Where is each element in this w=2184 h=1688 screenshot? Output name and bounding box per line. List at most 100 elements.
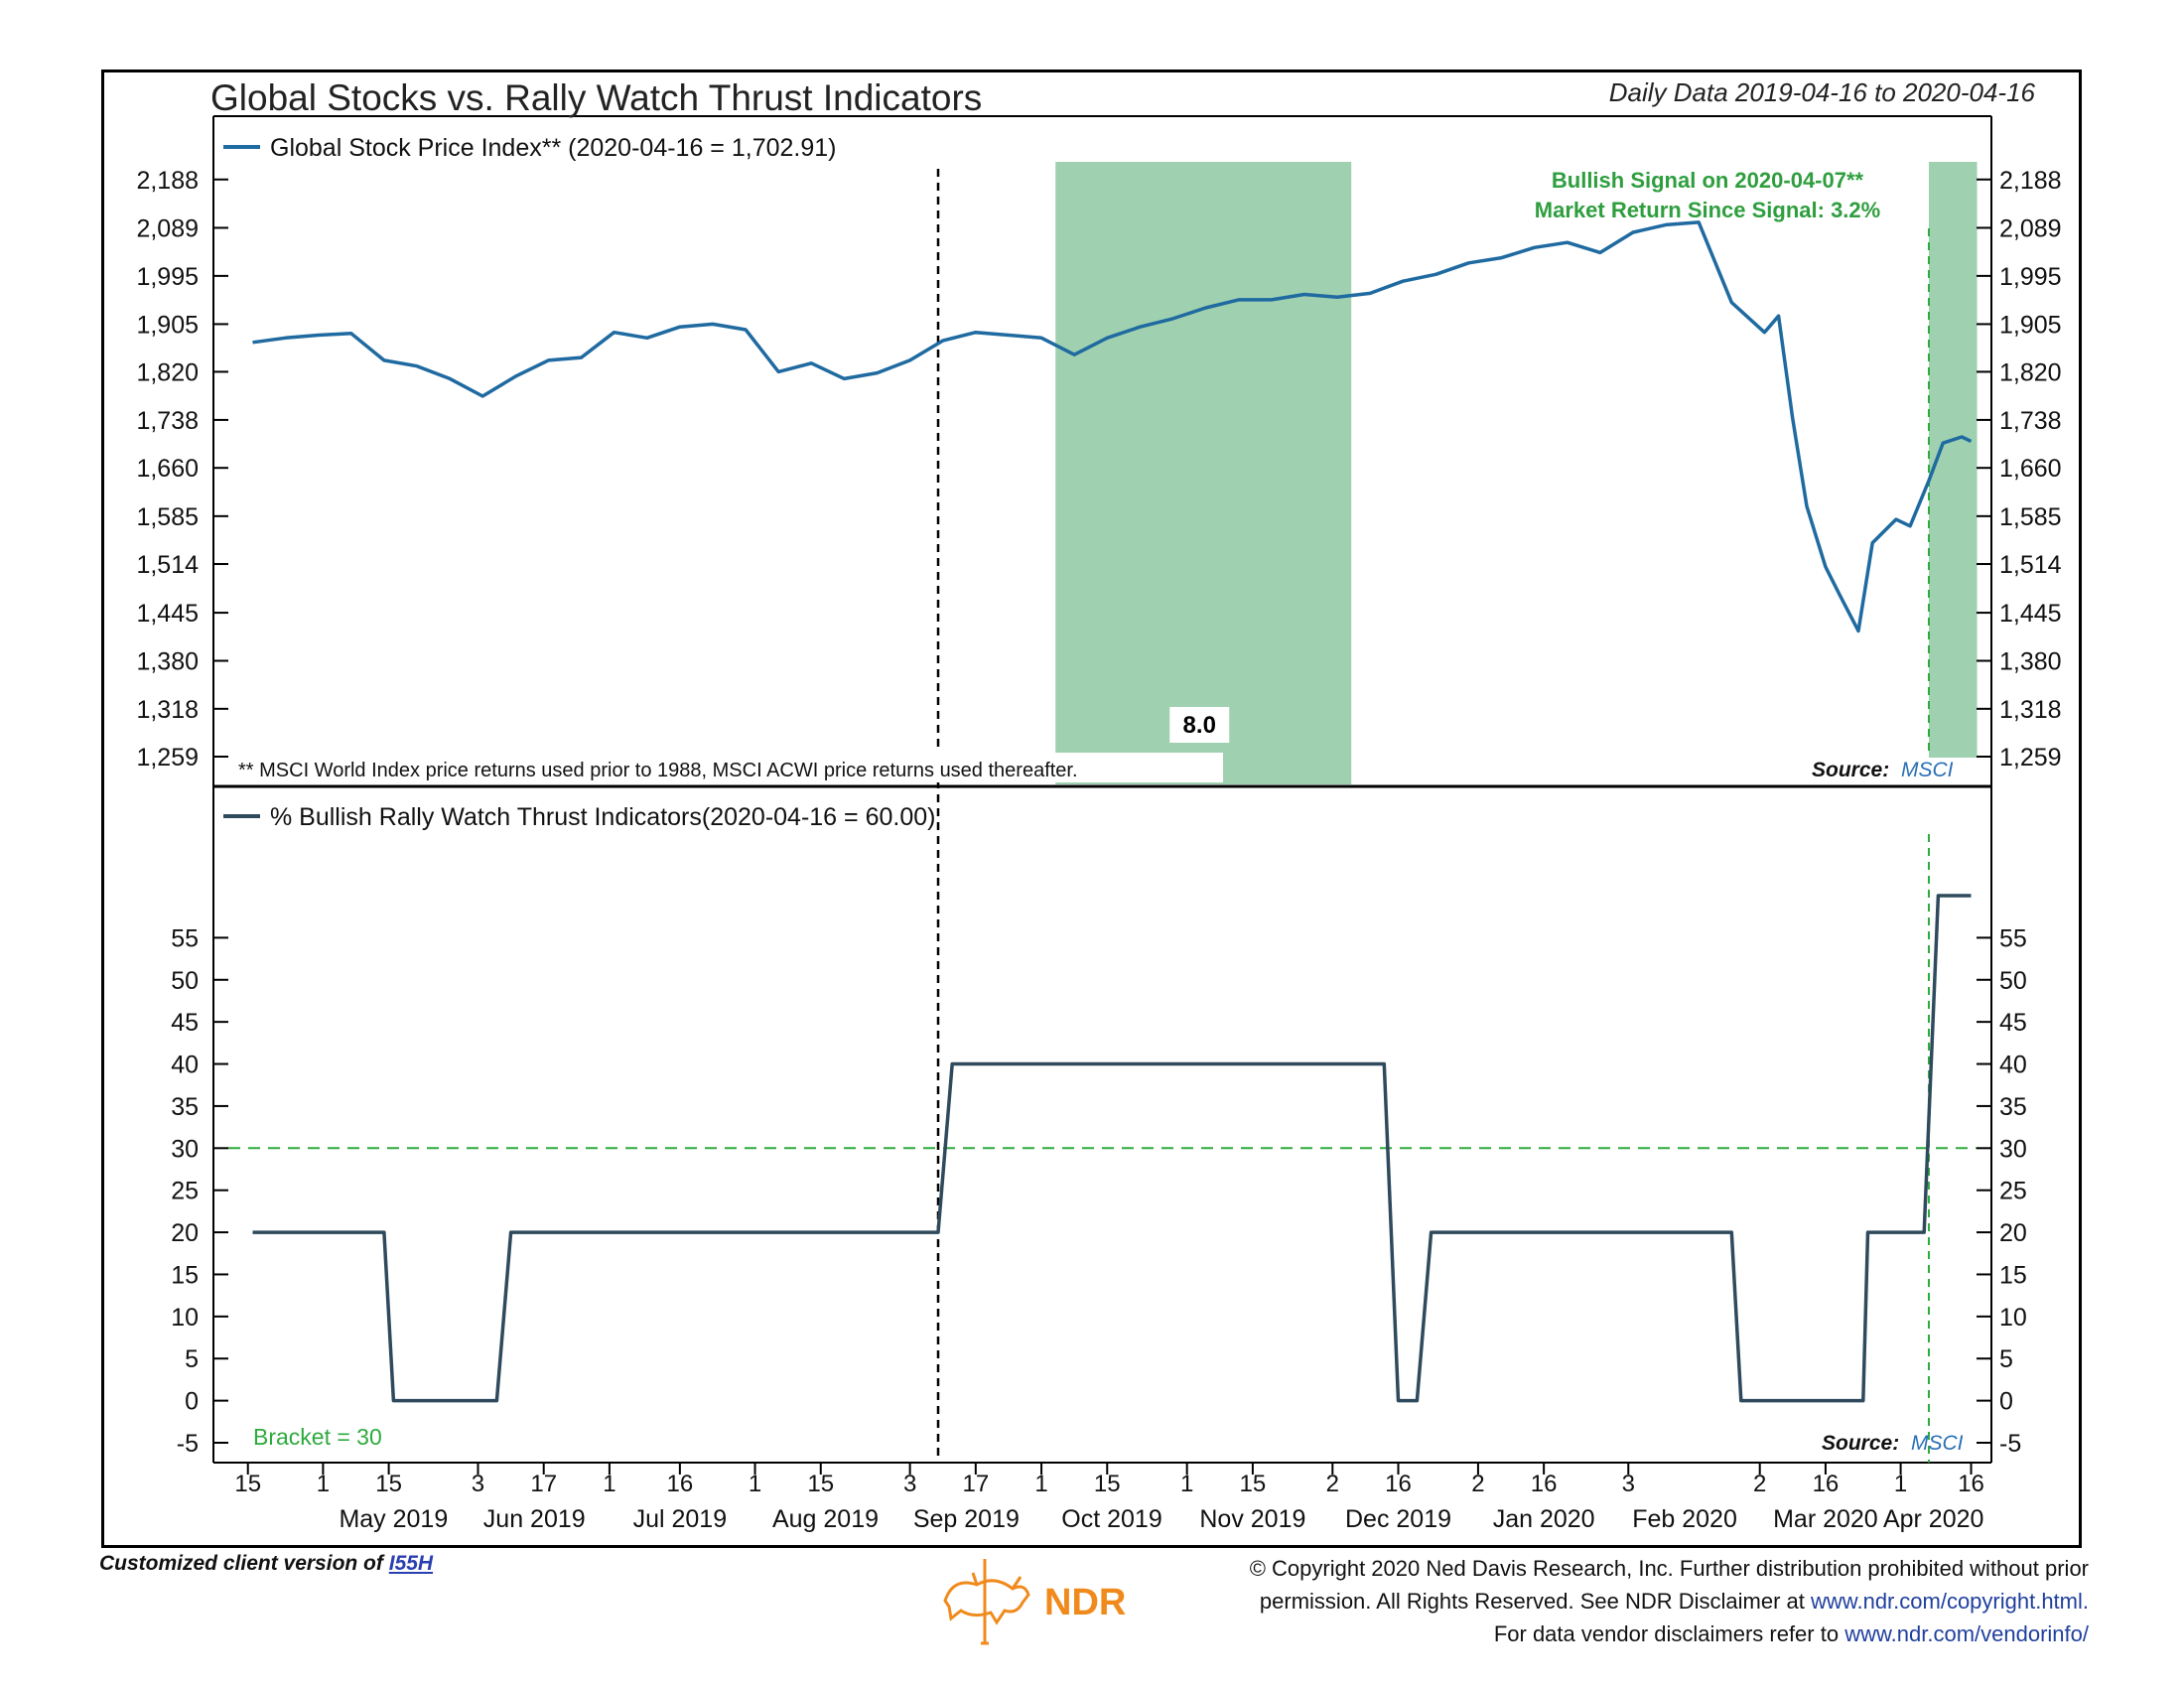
copyright-line-2-text: permission. All Rights Reserved. See NDR… bbox=[1259, 1589, 1805, 1614]
top-y-tick-label-left: 1,514 bbox=[136, 551, 199, 579]
x-month-label: Jan 2020 bbox=[1493, 1505, 1595, 1533]
bracket-label: Bracket = 30 bbox=[253, 1424, 382, 1450]
x-day-label: 15 bbox=[1094, 1471, 1121, 1497]
x-day-label: 15 bbox=[234, 1471, 261, 1497]
top-source-name: MSCI bbox=[1901, 759, 1954, 781]
bottom-source-label: Source: bbox=[1822, 1432, 1899, 1455]
shaded-period-label-box bbox=[1169, 707, 1230, 743]
x-month-label: Feb 2020 bbox=[1632, 1505, 1737, 1533]
copyright-line-3-text: For data vendor disclaimers refer to bbox=[1493, 1621, 1840, 1646]
x-month-label: Jul 2019 bbox=[633, 1505, 728, 1533]
top-y-tick-label-right: 1,660 bbox=[1999, 455, 2062, 483]
vendor-info-link[interactable]: www.ndr.com/vendorinfo/ bbox=[1844, 1621, 2089, 1646]
x-day-label: 2 bbox=[1326, 1471, 1339, 1497]
top-y-tick-label-right: 1,514 bbox=[1999, 551, 2062, 579]
bottom-y-tick-label-left: 10 bbox=[171, 1304, 199, 1332]
x-day-label: 3 bbox=[903, 1471, 916, 1497]
top-y-tick-label-left: 1,318 bbox=[136, 696, 199, 724]
bottom-y-tick-label-left: 50 bbox=[171, 967, 199, 995]
bottom-y-tick-label-left: 15 bbox=[171, 1261, 199, 1289]
top-y-tick-label-left: 1,585 bbox=[136, 503, 199, 531]
indicator-line bbox=[252, 894, 1972, 1403]
top-y-tick-label-left: 2,089 bbox=[136, 214, 199, 242]
client-prefix: Customized client version of bbox=[99, 1552, 383, 1575]
x-day-label: 16 bbox=[1813, 1471, 1840, 1497]
bottom-y-tick-label-left: 5 bbox=[185, 1345, 199, 1373]
x-day-label: 1 bbox=[1180, 1471, 1193, 1497]
top-y-tick-label-right: 1,318 bbox=[1999, 696, 2062, 724]
x-day-label: 16 bbox=[1958, 1471, 1984, 1497]
copyright-line-2: permission. All Rights Reserved. See NDR… bbox=[1136, 1585, 2089, 1618]
bottom-y-tick-label-right: 25 bbox=[1999, 1178, 2027, 1205]
top-y-tick-label-left: 1,995 bbox=[136, 263, 199, 291]
top-y-tick-label-right: 2,089 bbox=[1999, 214, 2062, 242]
copyright-line-1: © Copyright 2020 Ned Davis Research, Inc… bbox=[1249, 1556, 2089, 1581]
bottom-y-tick-label-right: 20 bbox=[1999, 1219, 2027, 1247]
x-day-label: 1 bbox=[1894, 1471, 1907, 1497]
top-y-tick-label-left: 1,445 bbox=[136, 600, 199, 628]
bottom-y-tick-label-left: -5 bbox=[177, 1430, 199, 1458]
bottom-y-tick-label-left: 0 bbox=[185, 1388, 199, 1416]
x-month-label: Dec 2019 bbox=[1345, 1505, 1451, 1533]
x-month-label: Apr 2020 bbox=[1883, 1505, 1983, 1533]
bottom-y-tick-label-right: -5 bbox=[1999, 1430, 2021, 1458]
x-day-label: 1 bbox=[1034, 1471, 1047, 1497]
top-y-tick-label-left: 1,905 bbox=[136, 311, 199, 339]
copyright-link[interactable]: www.ndr.com/copyright.html. bbox=[1811, 1589, 2089, 1614]
bottom-source-name: MSCI bbox=[1911, 1432, 1964, 1455]
x-month-label: May 2019 bbox=[339, 1505, 448, 1533]
x-month-label: Mar 2020 bbox=[1773, 1505, 1878, 1533]
bottom-y-tick-label-right: 40 bbox=[1999, 1052, 2027, 1079]
footnote-text: ** MSCI World Index price returns used p… bbox=[238, 760, 1078, 781]
bottom-y-tick-label-left: 45 bbox=[171, 1009, 199, 1037]
bottom-y-tick-label-right: 55 bbox=[1999, 924, 2027, 952]
signal-annotation-line-2: Market Return Since Signal: 3.2% bbox=[1535, 198, 1880, 222]
x-month-label: Nov 2019 bbox=[1199, 1505, 1305, 1533]
top-y-tick-label-left: 1,738 bbox=[136, 407, 199, 435]
top-y-tick-label-left: 1,660 bbox=[136, 455, 199, 483]
price-index-line bbox=[252, 220, 1973, 633]
x-month-label: Jun 2019 bbox=[483, 1505, 586, 1533]
client-version-note: Customized client version of I55H bbox=[99, 1552, 433, 1576]
bottom-y-tick-label-left: 30 bbox=[171, 1135, 199, 1163]
x-day-label: 16 bbox=[1531, 1471, 1558, 1497]
shaded-period-label: 8.0 bbox=[1183, 712, 1216, 739]
price-legend-label: Global Stock Price Index** (2020-04-16 =… bbox=[270, 134, 836, 162]
x-month-label: Sep 2019 bbox=[913, 1505, 1020, 1533]
bottom-y-tick-label-right: 35 bbox=[1999, 1093, 2027, 1121]
top-y-tick-label-left: 1,259 bbox=[136, 744, 199, 772]
x-day-label: 1 bbox=[749, 1471, 761, 1497]
top-y-tick-label-left: 1,380 bbox=[136, 647, 199, 675]
top-y-tick-label-right: 1,738 bbox=[1999, 407, 2062, 435]
x-month-label: Oct 2019 bbox=[1061, 1505, 1161, 1533]
top-y-tick-label-right: 1,445 bbox=[1999, 600, 2062, 628]
bottom-y-tick-label-left: 40 bbox=[171, 1052, 199, 1079]
bottom-y-tick-label-right: 15 bbox=[1999, 1261, 2027, 1289]
bottom-y-tick-label-right: 0 bbox=[1999, 1388, 2013, 1416]
x-day-label: 2 bbox=[1753, 1471, 1766, 1497]
bottom-y-tick-label-right: 10 bbox=[1999, 1304, 2027, 1332]
top-y-tick-label-left: 1,820 bbox=[136, 358, 199, 386]
bull-icon: NDR bbox=[943, 1559, 1126, 1645]
x-day-label: 16 bbox=[667, 1471, 694, 1497]
x-day-label: 2 bbox=[1471, 1471, 1484, 1497]
top-y-tick-label-right: 1,995 bbox=[1999, 263, 2062, 291]
x-day-label: 15 bbox=[1240, 1471, 1267, 1497]
chart-title: Global Stocks vs. Rally Watch Thrust Ind… bbox=[210, 77, 983, 118]
top-y-tick-label-left: 2,188 bbox=[136, 167, 199, 195]
client-code-link[interactable]: I55H bbox=[388, 1552, 434, 1575]
copyright-notice: © Copyright 2020 Ned Davis Research, Inc… bbox=[1136, 1552, 2089, 1650]
x-day-label: 1 bbox=[317, 1471, 330, 1497]
x-day-label: 3 bbox=[1622, 1471, 1635, 1497]
logo-text: NDR bbox=[1044, 1582, 1126, 1623]
top-y-tick-label-right: 1,905 bbox=[1999, 311, 2062, 339]
bottom-y-tick-label-left: 25 bbox=[171, 1178, 199, 1205]
x-day-label: 17 bbox=[530, 1471, 557, 1497]
top-y-tick-label-right: 2,188 bbox=[1999, 167, 2062, 195]
top-y-tick-label-right: 1,259 bbox=[1999, 744, 2062, 772]
x-day-label: 16 bbox=[1385, 1471, 1412, 1497]
bottom-y-tick-label-left: 35 bbox=[171, 1093, 199, 1121]
footnote-box bbox=[230, 753, 1223, 782]
copyright-line-3: For data vendor disclaimers refer to www… bbox=[1136, 1618, 2089, 1650]
bottom-y-tick-label-left: 55 bbox=[171, 924, 199, 952]
